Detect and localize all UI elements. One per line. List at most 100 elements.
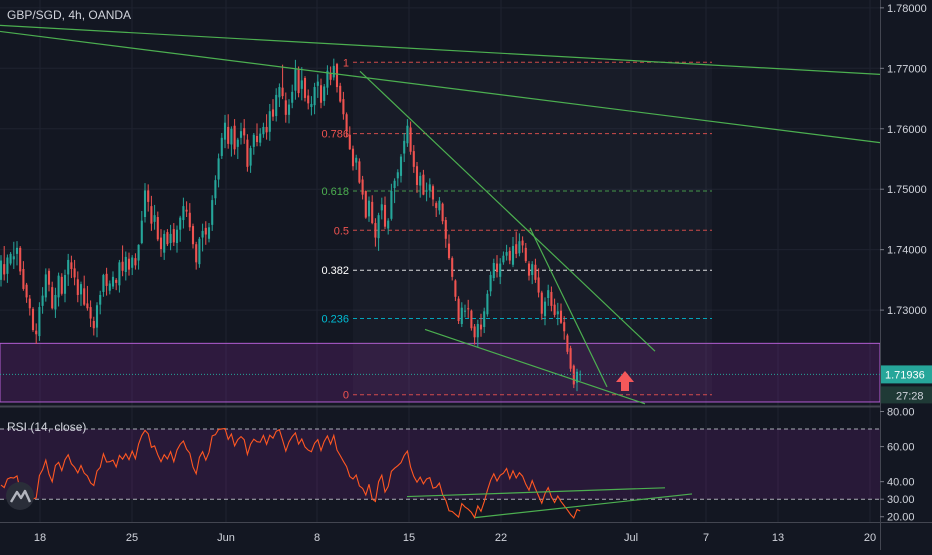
candle-body	[524, 247, 527, 262]
candle-body	[265, 126, 268, 133]
candle-body	[179, 217, 182, 230]
rsi-pane	[0, 427, 880, 520]
candle-body	[569, 348, 572, 369]
time-tick-label: 22	[495, 532, 507, 544]
rsi-trendline	[474, 493, 693, 519]
candle-body	[447, 243, 451, 259]
candle-body	[44, 274, 47, 298]
candle-body	[415, 166, 419, 185]
candle-body	[364, 191, 367, 218]
candle-body	[486, 293, 489, 315]
candle-body	[559, 310, 563, 323]
candle-body	[323, 86, 326, 101]
trendline	[529, 227, 608, 388]
candle-body	[412, 151, 415, 167]
candle-body	[294, 69, 297, 91]
candle-body	[223, 122, 227, 140]
candle-body	[236, 139, 239, 147]
candle-body	[175, 229, 179, 243]
candle-body	[454, 280, 457, 297]
candle-body	[9, 253, 12, 264]
candle-body	[166, 232, 169, 245]
candle-body	[15, 247, 19, 254]
tradingview-logo[interactable]	[6, 482, 34, 510]
candle-body	[207, 227, 211, 239]
candle-body	[243, 128, 246, 136]
candle-body	[291, 91, 294, 103]
candle-body	[214, 180, 217, 199]
candle-body	[284, 100, 287, 115]
candle-body	[393, 180, 396, 188]
chart-legend: GBP/SGD, 4h, OANDA RSI (14, close)	[7, 8, 131, 434]
candle-body	[367, 200, 371, 217]
candle-body	[399, 156, 403, 176]
time-tick-label: 20	[864, 532, 876, 544]
candle-body	[255, 136, 259, 143]
candle-body	[492, 262, 495, 279]
candle-body	[390, 191, 393, 219]
candle-body	[182, 206, 185, 221]
fib-level-label: 1	[343, 57, 349, 69]
symbol-label[interactable]: GBP/SGD, 4h, OANDA	[7, 8, 131, 22]
candle-body	[316, 81, 319, 86]
candle-body	[201, 230, 204, 238]
candle-body	[195, 244, 198, 263]
time-axis[interactable]: 18 25 Jun 8 15 22 Jul 7 13 20	[0, 522, 932, 550]
time-tick-label: Jun	[217, 532, 235, 544]
candle-body	[118, 262, 121, 286]
candle-body	[515, 244, 518, 254]
candle-body	[553, 304, 556, 315]
candle-body	[489, 275, 492, 292]
candle-body	[38, 307, 41, 337]
candle-body	[259, 133, 262, 143]
candle-body	[150, 206, 153, 224]
candle-body	[345, 114, 348, 131]
candle-body	[147, 190, 150, 202]
rsi-band	[0, 429, 880, 500]
candle-body	[319, 85, 323, 103]
candle-body	[137, 244, 140, 261]
candle-body	[435, 203, 438, 208]
candle-body	[387, 220, 390, 229]
candle-body	[342, 99, 345, 115]
candle-body	[47, 270, 51, 285]
candle-body	[431, 186, 435, 200]
candle-body	[268, 111, 271, 132]
candle-body	[572, 365, 575, 385]
candle-body	[92, 320, 95, 329]
rsi-trendline	[406, 487, 666, 498]
candle-body	[252, 134, 255, 147]
chart-grid	[0, 0, 932, 522]
candle-body	[540, 292, 543, 314]
candle-body	[396, 172, 399, 179]
candlestick-series	[0, 58, 582, 392]
candle-body	[355, 157, 358, 163]
time-tick-label: 18	[34, 532, 46, 544]
candle-body	[550, 291, 553, 306]
candle-body	[115, 279, 118, 283]
candle-body	[521, 240, 524, 246]
candle-body	[495, 263, 499, 273]
candle-body	[467, 308, 470, 310]
candle-body	[239, 131, 243, 138]
rsi-line	[0, 427, 581, 520]
candle-body	[351, 148, 355, 167]
time-tick-label: 15	[403, 532, 415, 544]
candle-body	[463, 310, 467, 312]
price-axis[interactable]: 1.78000 1.77000 1.76000 1.75000 1.74000 1.730…	[880, 0, 932, 550]
candle-body	[79, 284, 83, 295]
candle-body	[60, 276, 63, 294]
fib-level-label: 0	[343, 390, 349, 402]
last-price-badge	[881, 365, 932, 384]
time-tick-label: 13	[772, 532, 784, 544]
candle-body	[111, 276, 115, 287]
candle-body	[198, 238, 201, 265]
rsi-label[interactable]: RSI (14, close)	[7, 420, 86, 434]
candle-body	[444, 220, 447, 239]
candle-body	[483, 311, 486, 328]
candle-body	[371, 201, 374, 224]
candle-body	[479, 324, 483, 330]
candle-body	[361, 179, 364, 195]
trendline	[424, 328, 646, 405]
candle-body	[95, 305, 99, 328]
